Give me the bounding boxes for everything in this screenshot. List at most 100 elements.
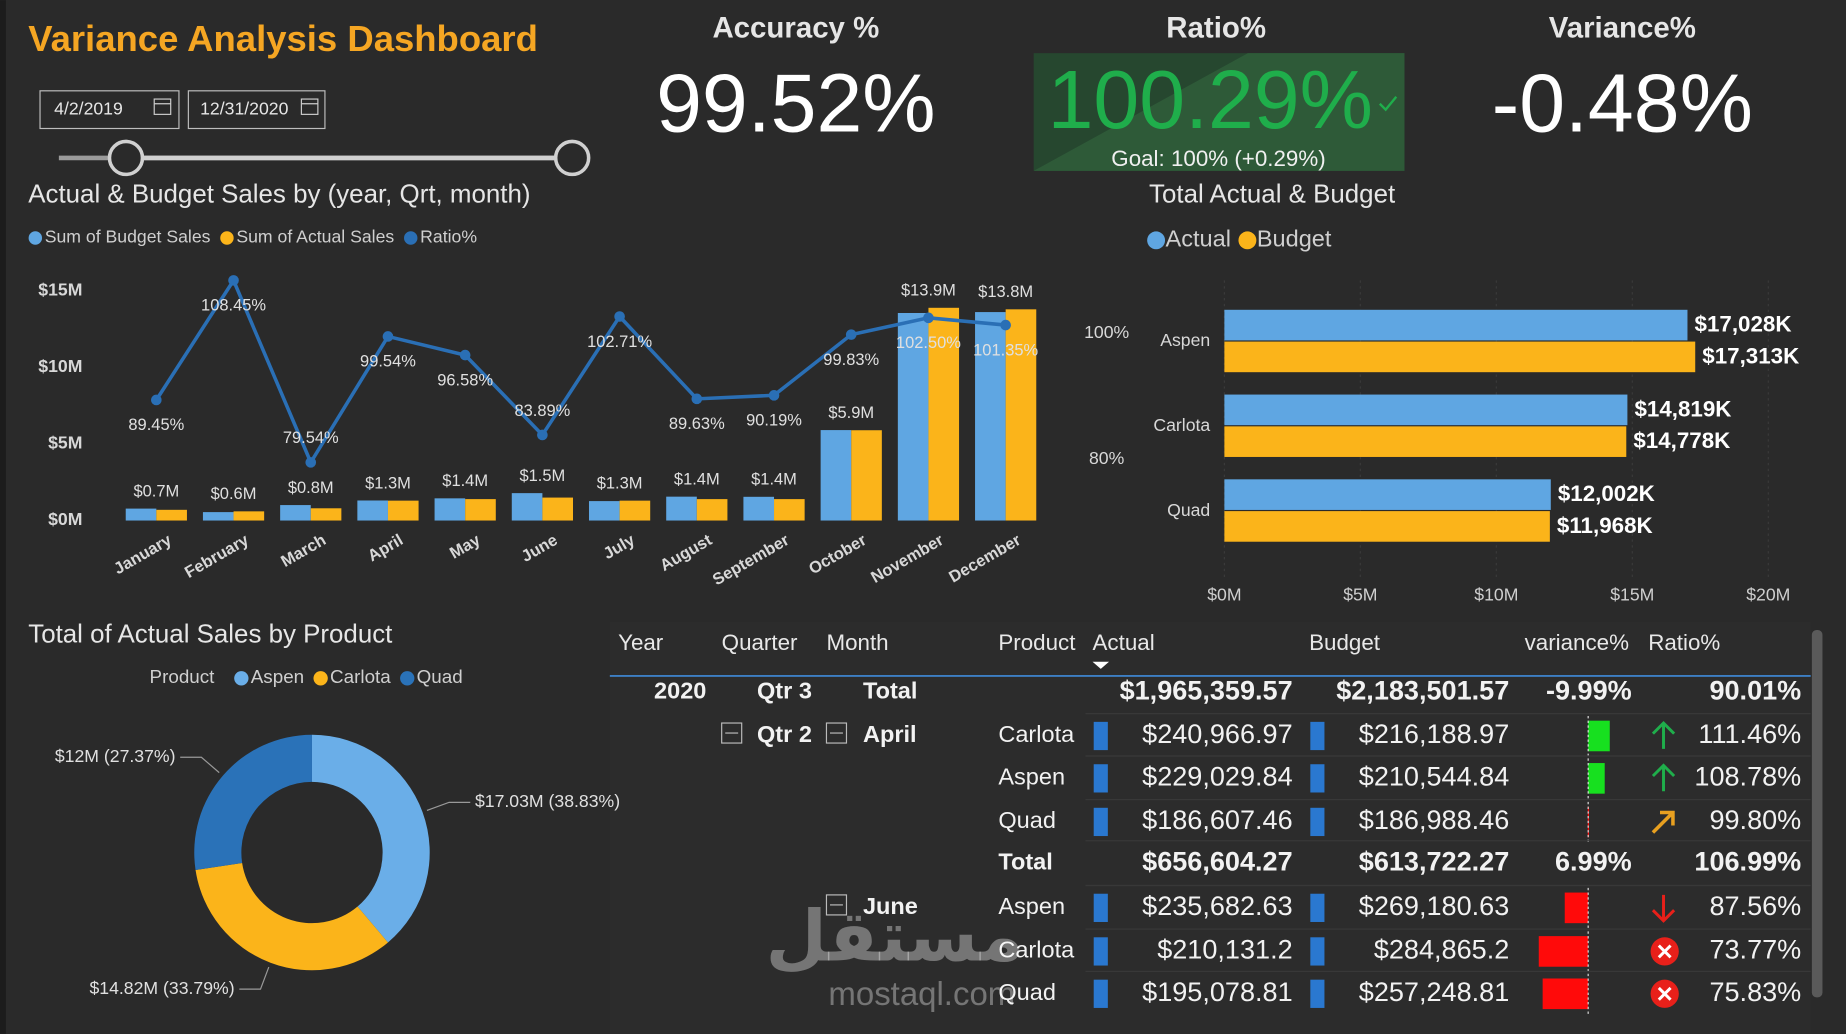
table-cell: $284,865.2 <box>1374 934 1509 965</box>
x-tick-label: $20M <box>1746 585 1790 605</box>
column-header: Quarter <box>722 630 798 655</box>
data-label: $13.9M <box>901 282 956 300</box>
table-cell: Total <box>863 678 917 704</box>
table-cell: $235,682.63 <box>1142 890 1292 921</box>
variance-bar <box>1542 978 1589 1010</box>
line <box>154 276 1006 467</box>
line-point <box>537 429 548 441</box>
chart-title: Actual & Budget Sales by (year, Qrt, mon… <box>28 180 530 208</box>
table-cell: $1,965,359.57 <box>1120 675 1293 706</box>
sort-indicator[interactable] <box>1092 661 1110 669</box>
data-label: $14.82M (33.79%) <box>89 978 234 998</box>
date-to-box[interactable] <box>187 90 326 130</box>
bar <box>156 509 187 521</box>
y2-tick-label: 100% <box>1084 322 1129 342</box>
calendar-icon[interactable] <box>153 98 172 115</box>
line-point <box>459 349 471 361</box>
variance-bar <box>1588 763 1605 794</box>
status-icon-x <box>1657 986 1672 1001</box>
mini-bar <box>1093 721 1108 751</box>
data-label: $1.4M <box>442 472 488 490</box>
bar <box>743 496 775 521</box>
table-cell: 108.78% <box>1694 761 1801 792</box>
data-label: $14,778K <box>1633 428 1730 453</box>
line-point <box>691 393 703 405</box>
table-cell: $210,544.84 <box>1359 761 1510 792</box>
mini-bar <box>1310 937 1325 966</box>
table-cell: $216,188.97 <box>1359 718 1510 749</box>
data-label: $17.03M (38.83%) <box>475 791 620 811</box>
table-cell: 99.80% <box>1709 804 1801 835</box>
table-cell: Carlota <box>998 721 1075 747</box>
chart-title: Total of Actual Sales by Product <box>28 621 392 649</box>
bar <box>666 496 697 521</box>
status-icon <box>1651 810 1675 834</box>
legend-marker <box>1238 231 1257 250</box>
mini-bar <box>1310 979 1325 1008</box>
legend-marker <box>28 231 43 245</box>
column-header: Budget <box>1309 630 1381 655</box>
table-cell: -9.99% <box>1546 675 1632 706</box>
y-tick-label: Carlota <box>1153 415 1210 435</box>
y-tick-label: $0M <box>48 509 82 529</box>
slider-handle[interactable] <box>553 139 591 177</box>
line-point <box>1000 319 1011 331</box>
y-tick-label: Aspen <box>1160 330 1210 350</box>
y-tick-label: $10M <box>38 356 82 376</box>
table-cell: 90.01% <box>1709 675 1801 706</box>
legend-label: Actual <box>1166 226 1231 252</box>
table-cell: $195,078.81 <box>1142 976 1292 1007</box>
line-point <box>768 390 780 401</box>
data-label: 90.19% <box>746 412 802 430</box>
calendar-icon[interactable] <box>300 98 319 115</box>
kpi-title: Ratio% <box>1166 11 1266 44</box>
column-header: Month <box>826 630 888 655</box>
table-cell: 2020 <box>654 678 706 704</box>
bar <box>465 499 496 521</box>
slider-handle[interactable] <box>107 139 145 177</box>
status-icon-x <box>1657 944 1672 959</box>
legend-label: Sum of Actual Sales <box>236 227 394 247</box>
table-cell: 111.46% <box>1698 718 1801 749</box>
legend-marker <box>404 231 418 245</box>
expand-toggle[interactable] <box>721 722 743 744</box>
kpi-value: -0.48% <box>1492 57 1753 149</box>
kpi-value: 100.29% <box>1048 54 1373 146</box>
mini-bar <box>1093 893 1108 922</box>
bar <box>434 498 466 521</box>
date-from-box[interactable] <box>39 90 180 130</box>
bar <box>928 307 960 521</box>
data-label: $0.6M <box>211 485 257 503</box>
expand-toggle[interactable] <box>825 722 848 744</box>
bar <box>125 508 157 521</box>
bar <box>1224 511 1550 542</box>
x-tick-label: $15M <box>1610 585 1654 605</box>
mini-bar <box>1310 764 1325 793</box>
mini-bar <box>1310 721 1325 751</box>
table-cell: 87.56% <box>1709 890 1801 921</box>
mini-bar <box>1310 893 1325 922</box>
table-cell: 75.83% <box>1709 976 1801 1007</box>
bar <box>619 500 651 521</box>
bar <box>975 312 1006 521</box>
data-label: 101.35% <box>973 341 1038 359</box>
data-label: 102.71% <box>587 333 652 351</box>
legend-marker <box>1147 231 1166 250</box>
bar <box>1224 479 1551 510</box>
table-cell: Qtr 2 <box>757 721 812 747</box>
expand-toggle[interactable] <box>825 894 848 916</box>
data-label: 108.45% <box>201 297 266 315</box>
data-label: $1.5M <box>519 467 565 485</box>
table-cell: Qtr 3 <box>757 678 812 704</box>
table-cell: $186,988.46 <box>1359 804 1510 835</box>
bar <box>588 501 620 521</box>
chart-title: Total Actual & Budget <box>1149 180 1395 208</box>
legend-marker <box>234 671 249 686</box>
kpi-goal: Goal: 100% (+0.29%) <box>1111 146 1325 171</box>
y-tick-label: $15M <box>38 280 82 300</box>
legend-marker <box>400 671 415 686</box>
scrollbar[interactable] <box>1811 630 1823 998</box>
bar <box>820 430 852 521</box>
bar <box>851 430 882 521</box>
